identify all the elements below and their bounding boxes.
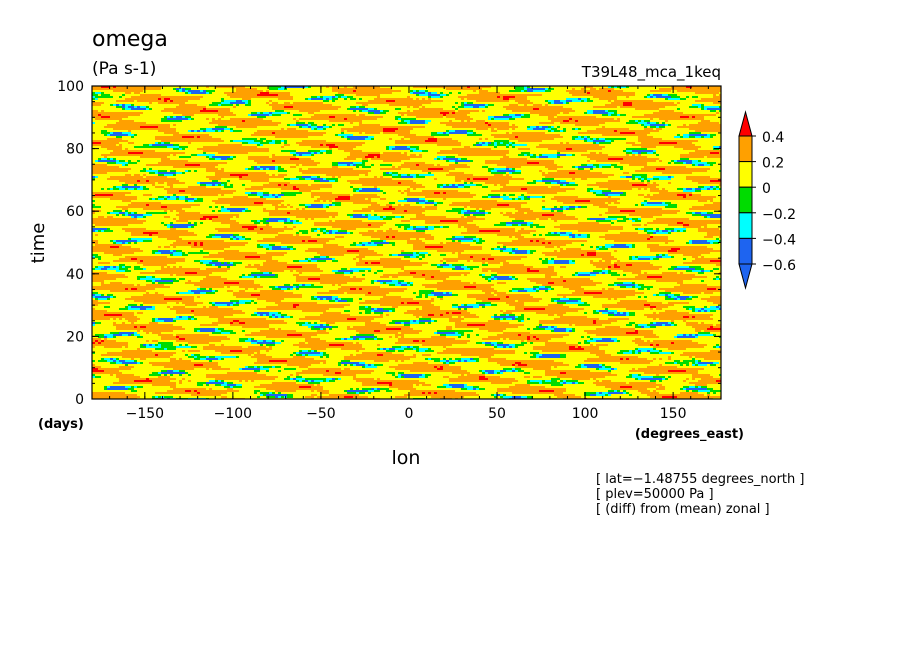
heatmap-field [92,86,722,400]
heatmap-cells [92,86,722,400]
chart-title: omega [92,27,168,52]
chart-units: (Pa s-1) [92,59,156,79]
run-label: T39L48_mca_1keq [581,63,721,82]
